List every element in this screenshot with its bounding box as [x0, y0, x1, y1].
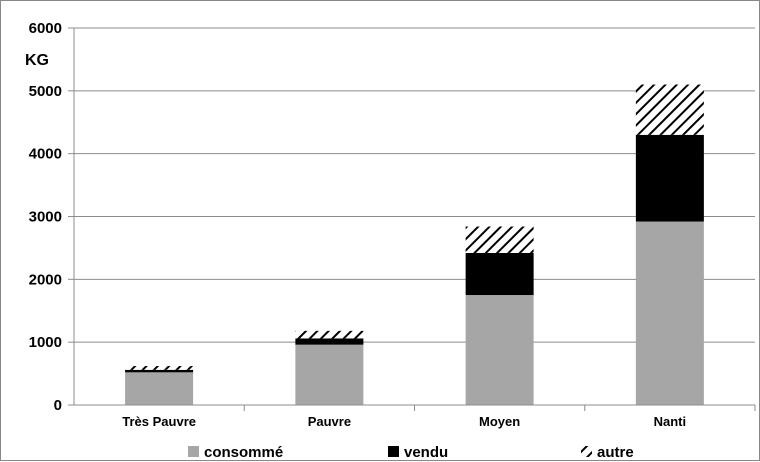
bar-segment [635, 134, 704, 222]
y-tick-label: 6000 [29, 20, 62, 37]
legend: consommé vendu autre [188, 444, 634, 461]
bar-segment [125, 369, 194, 373]
legend-swatch [388, 446, 399, 457]
y-tick-label: 2000 [29, 271, 62, 288]
x-tick-label: Très Pauvre [122, 414, 196, 429]
bar-segment [635, 84, 704, 135]
x-tick-label: Nanti [654, 414, 687, 429]
bar-segment [295, 344, 364, 405]
axes: 0 1000 2000 3000 4000 5000 6000 Très Pauvre Pauv… [29, 20, 756, 429]
bar-segment [465, 226, 534, 253]
bars [125, 84, 704, 405]
y-tick-label: 3000 [29, 209, 62, 226]
bar-segment [295, 338, 364, 345]
y-tick-label: 4000 [29, 146, 62, 163]
legend-label: autre [597, 444, 634, 461]
legend-swatch [581, 446, 592, 457]
y-tick-label: 1000 [29, 334, 62, 351]
bar-segment [295, 330, 364, 339]
bar-segment [125, 372, 194, 405]
y-tick-label: 0 [54, 397, 62, 414]
bar-segment [125, 366, 194, 370]
x-tick-label: Pauvre [308, 414, 351, 429]
y-axis-label: KG [25, 52, 49, 69]
legend-label: consommé [204, 444, 283, 461]
y-tick-label: 5000 [29, 83, 62, 100]
x-tick-label: Moyen [479, 414, 520, 429]
legend-label: vendu [404, 444, 448, 461]
bar-segment [635, 221, 704, 405]
bar-segment [465, 295, 534, 405]
legend-swatch [188, 446, 199, 457]
bar-segment [465, 252, 534, 296]
